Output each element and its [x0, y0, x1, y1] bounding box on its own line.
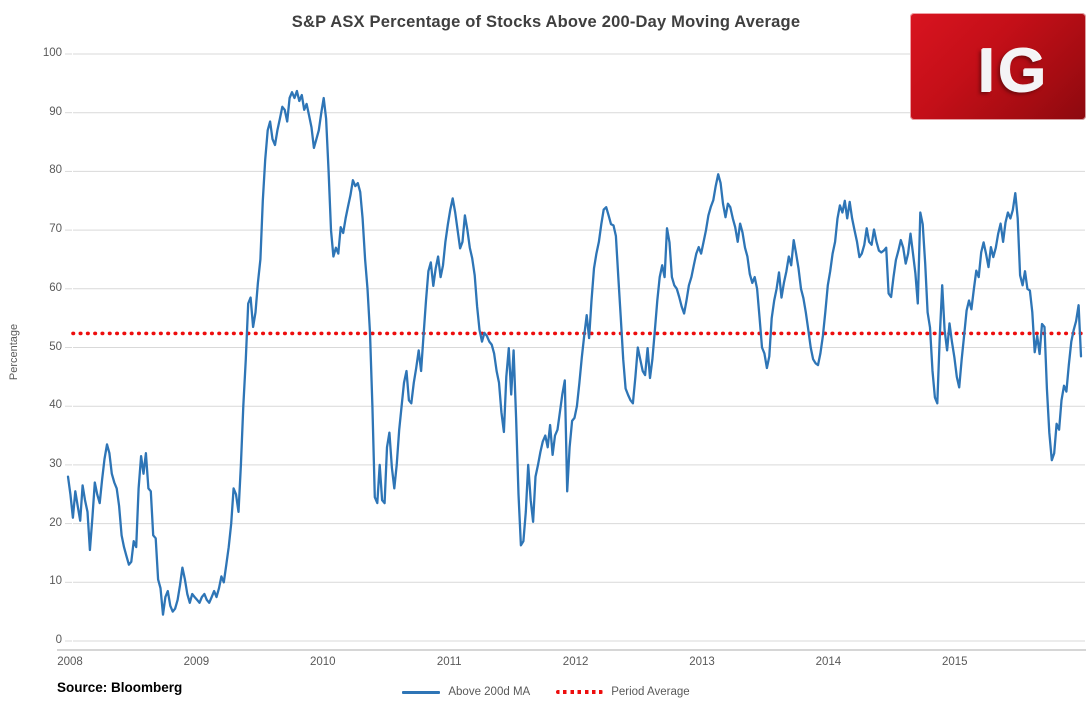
legend-item-period-average: Period Average — [556, 686, 690, 698]
y-tick-label: 20 — [49, 516, 62, 529]
x-tick-label: 2010 — [310, 656, 336, 668]
legend-label-period-average: Period Average — [611, 686, 690, 698]
y-tick-label: 0 — [55, 634, 62, 646]
legend: Above 200d MA Period Average — [0, 686, 1092, 698]
y-tick-label: 10 — [49, 575, 62, 588]
y-tick-label: 60 — [49, 281, 62, 294]
legend-item-above-200d-ma: Above 200d MA — [402, 686, 530, 698]
x-tick-label: 2009 — [183, 656, 210, 668]
series-line — [66, 89, 1083, 616]
red-dotted-swatch — [556, 690, 604, 694]
y-tick-label: 90 — [49, 105, 62, 118]
ig-logo-text: IG — [977, 36, 1049, 106]
legend-label-above-200d-ma: Above 200d MA — [448, 686, 531, 698]
x-tick-label: 2013 — [689, 656, 715, 668]
y-tick-label: 100 — [42, 47, 62, 59]
x-tick-label: 2008 — [57, 656, 83, 668]
y-tick-label: 50 — [49, 340, 62, 353]
chart-title: S&P ASX Percentage of Stocks Above 200-D… — [291, 13, 801, 31]
blue-line-swatch — [402, 690, 441, 694]
ig-logo: IG — [910, 13, 1086, 120]
y-tick-label: 80 — [49, 164, 62, 177]
x-tick-label: 2012 — [562, 656, 589, 668]
x-tick-label: 2015 — [942, 656, 968, 668]
source-note: Source: Bloomberg — [57, 680, 183, 695]
x-tick-label: 2011 — [436, 656, 462, 668]
y-tick-label: 30 — [49, 457, 62, 470]
x-tick-label: 2014 — [815, 656, 842, 668]
y-tick-label: 70 — [49, 223, 62, 236]
y-tick-label: 40 — [49, 399, 62, 412]
